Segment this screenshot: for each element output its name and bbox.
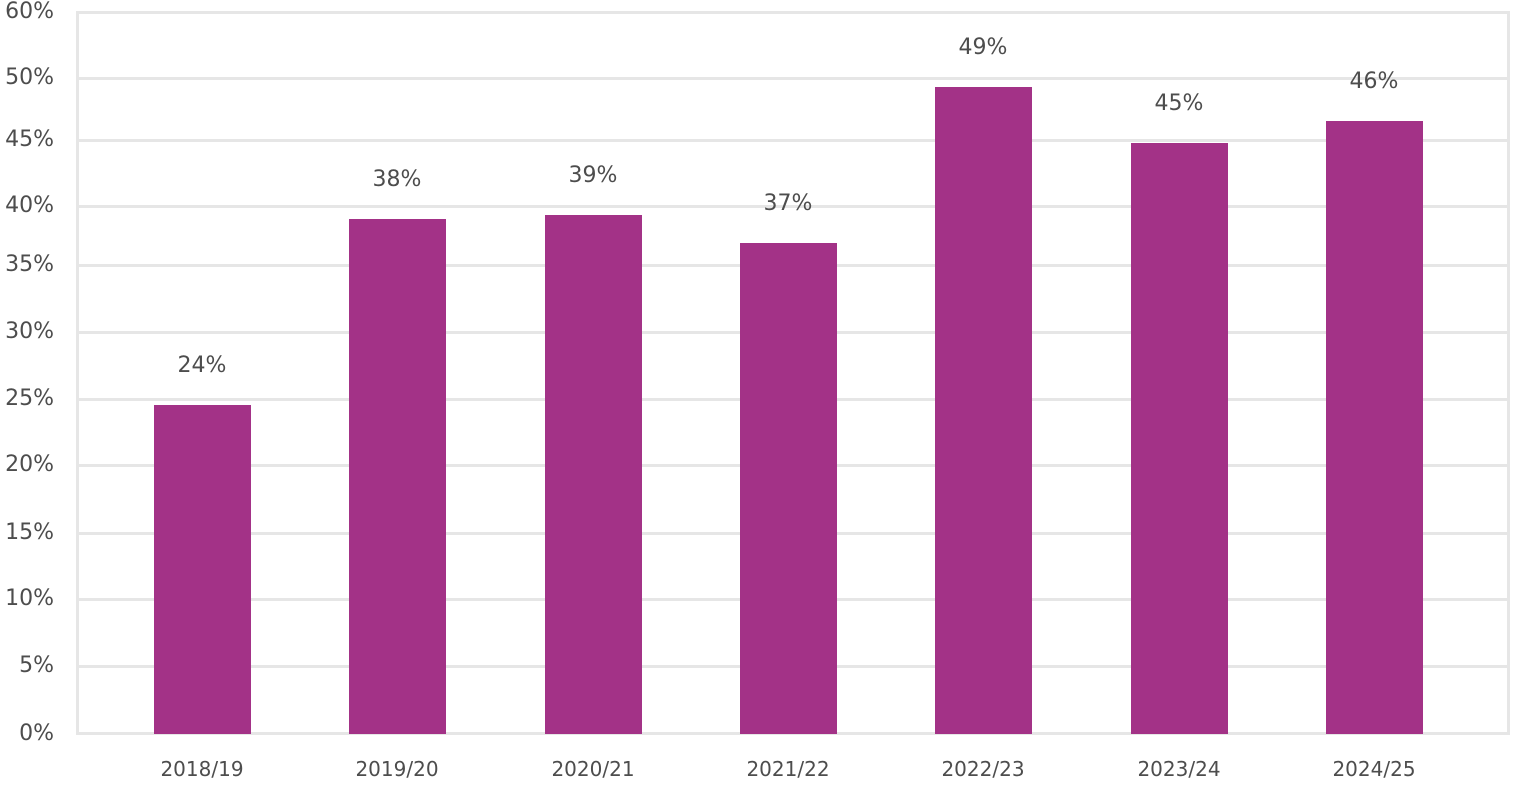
y-tick-label: 45%: [5, 127, 54, 152]
y-tick-label: 20%: [5, 452, 54, 477]
bar: [740, 243, 837, 734]
y-tick-label: 5%: [19, 653, 54, 678]
x-tick-label: 2018/19: [160, 757, 244, 781]
x-tick-label: 2019/20: [355, 757, 439, 781]
bar: [1131, 143, 1228, 734]
y-tick-label: 10%: [5, 586, 54, 611]
x-tick-label: 2024/25: [1332, 757, 1416, 781]
gridline: [76, 205, 1510, 208]
data-label: 39%: [568, 163, 618, 188]
bar: [545, 215, 642, 734]
x-tick-label: 2021/22: [746, 757, 830, 781]
y-tick-label: 40%: [5, 193, 54, 218]
data-label: 38%: [372, 167, 422, 192]
bar: [935, 87, 1032, 734]
y-tick-label: 35%: [5, 252, 54, 277]
y-tick-label: 50%: [5, 65, 54, 90]
y-tick-label: 0%: [19, 721, 54, 746]
gridline: [76, 139, 1510, 142]
y-tick-label: 30%: [5, 319, 54, 344]
x-tick-label: 2023/24: [1137, 757, 1221, 781]
x-tick-label: 2020/21: [551, 757, 635, 781]
data-label: 46%: [1349, 69, 1399, 94]
gridline: [76, 77, 1510, 80]
y-tick-label: 60%: [5, 0, 54, 24]
y-tick-label: 25%: [5, 386, 54, 411]
bar: [1326, 121, 1423, 734]
bar: [154, 405, 251, 734]
data-label: 45%: [1154, 91, 1204, 116]
data-label: 37%: [763, 191, 813, 216]
data-label: 49%: [958, 35, 1008, 60]
bar: [349, 219, 446, 734]
x-tick-label: 2022/23: [941, 757, 1025, 781]
y-tick-label: 15%: [5, 520, 54, 545]
data-label: 24%: [177, 353, 227, 378]
